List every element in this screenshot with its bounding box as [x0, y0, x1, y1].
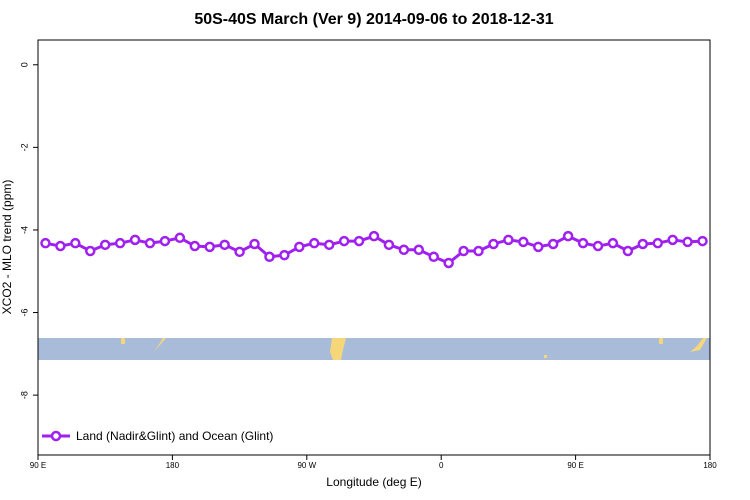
data-point [219, 239, 230, 251]
data-point [40, 237, 51, 249]
data-point [398, 244, 410, 256]
data-point [577, 237, 589, 249]
data-point [294, 241, 305, 253]
data-point [533, 241, 544, 253]
land [330, 338, 346, 360]
x-tick-label: 90 W [297, 461, 316, 470]
data-point [458, 245, 469, 257]
x-axis-label: Longitude (deg E) [326, 475, 421, 489]
legend-label: Land (Nadir&Glint) and Ocean (Glint) [76, 429, 273, 443]
data-point [518, 236, 529, 248]
data-point [592, 240, 604, 252]
map-band [38, 338, 710, 360]
data-point [234, 246, 245, 258]
data-point [413, 244, 425, 256]
data-point [144, 237, 156, 249]
data-point [323, 239, 335, 251]
data-point [114, 237, 126, 249]
y-tick-label: -2 [19, 143, 29, 151]
data-point [488, 238, 499, 250]
data-point [383, 239, 395, 251]
data-point [249, 238, 260, 250]
data-point [85, 245, 96, 257]
data-point [174, 232, 186, 244]
data-point [697, 235, 708, 247]
chart-title: 50S-40S March (Ver 9) 2014-09-06 to 2018… [194, 11, 553, 28]
land [544, 355, 547, 358]
land [659, 338, 663, 344]
data-point [652, 237, 663, 249]
data-point [667, 234, 678, 246]
data-point [473, 245, 484, 257]
data-point [547, 238, 559, 250]
y-tick-label: -8 [19, 391, 29, 399]
y-tick-label: 0 [19, 62, 29, 67]
plot-frame [37, 39, 711, 456]
data-point [129, 234, 141, 246]
y-tick-label: -4 [19, 226, 29, 234]
data-point [70, 237, 81, 249]
legend-marker [50, 430, 62, 442]
x-tick-label: 180 [166, 461, 180, 470]
data-point [682, 236, 693, 248]
data-point [637, 238, 649, 250]
data-point [204, 241, 215, 253]
data-point [368, 230, 380, 242]
x-tick-label: 0 [439, 461, 444, 470]
y-tick-label: -6 [19, 309, 29, 317]
data-point [309, 237, 320, 249]
data-point [159, 235, 171, 247]
data-point [264, 251, 275, 263]
x-tick-label: 90 E [30, 461, 46, 470]
data-point [189, 240, 201, 252]
data-point [443, 257, 454, 269]
x-tick-label: 90 E [567, 461, 583, 470]
data-point [562, 230, 574, 242]
legend: Land (Nadir&Glint) and Ocean (Glint) [42, 429, 273, 443]
x-tick-label: 180 [703, 461, 717, 470]
data-point [607, 237, 619, 249]
data-point [55, 240, 66, 252]
data-point [99, 239, 111, 251]
data-point [338, 235, 350, 247]
data-point [279, 249, 290, 261]
data-point [353, 235, 365, 247]
ocean [38, 338, 710, 360]
data-point [622, 245, 634, 257]
data-point [428, 251, 439, 263]
y-axis-label: XCO2 - MLO trend (ppm) [0, 180, 14, 315]
land [690, 338, 707, 352]
land [121, 338, 125, 344]
land [153, 338, 166, 352]
data-point [503, 234, 514, 246]
